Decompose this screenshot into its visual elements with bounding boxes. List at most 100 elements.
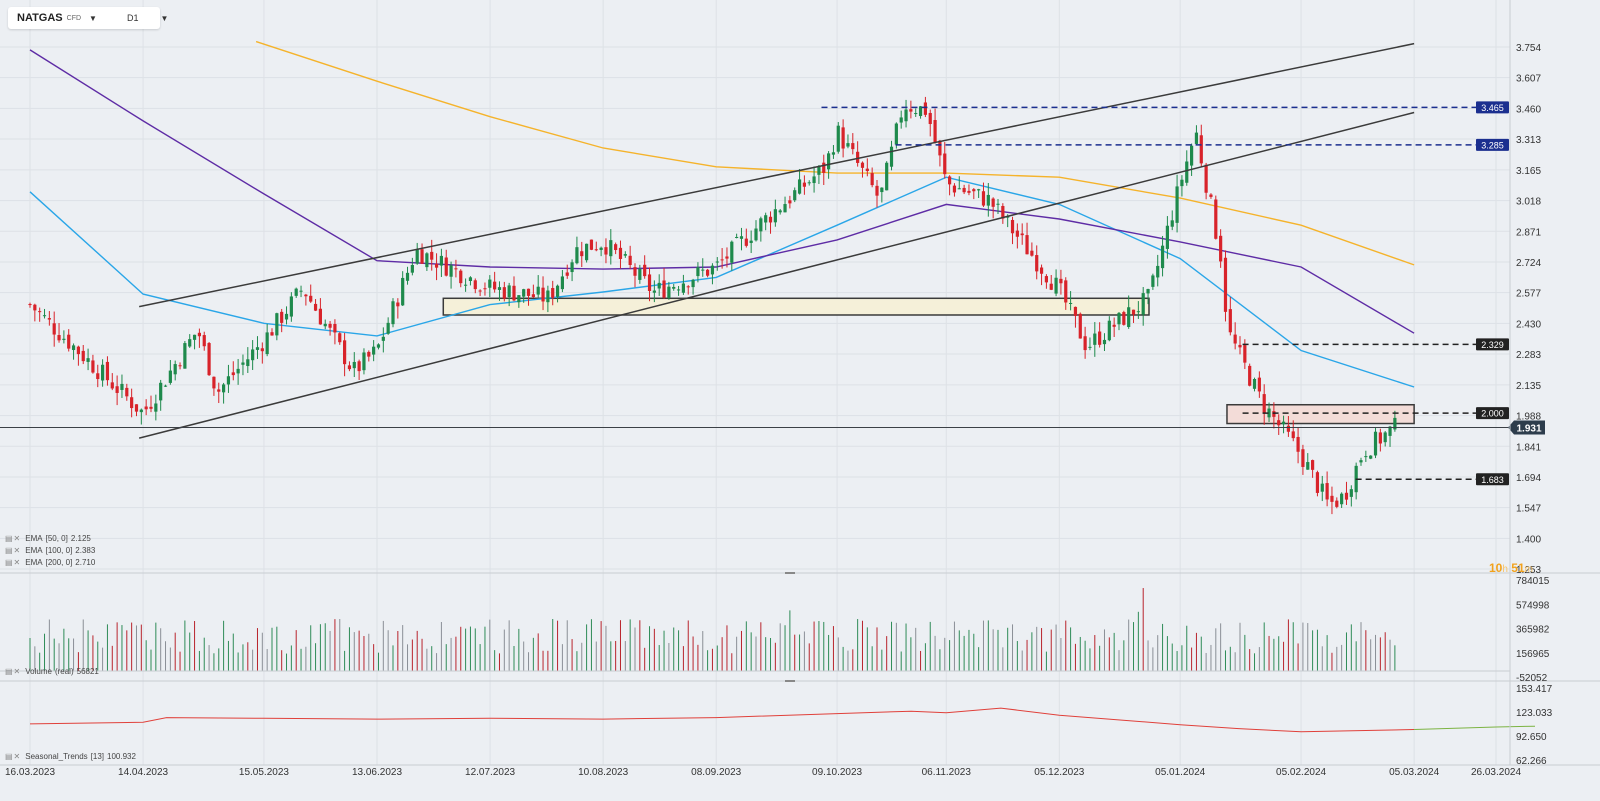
legend-volume: ▤✕ Volume (real) 56821 xyxy=(5,667,99,676)
y-tick-label: 1.694 xyxy=(1516,473,1541,484)
candle-bear xyxy=(338,333,342,343)
current-price-tag xyxy=(1508,420,1545,435)
seasonal-line xyxy=(29,707,1536,733)
candle-bear xyxy=(923,102,927,115)
candle-bull xyxy=(1320,483,1324,492)
legend-ema100-params: [100, 0] xyxy=(45,546,73,555)
candle-bear xyxy=(720,259,724,261)
seasonal-tick-label: 123.033 xyxy=(1516,708,1553,719)
candle-bear xyxy=(207,343,211,376)
candle-bear xyxy=(1233,334,1237,344)
seasonal-forecast-line xyxy=(1414,725,1536,730)
candle-bear xyxy=(76,346,80,355)
candle-bear xyxy=(1272,411,1276,417)
symbol-dropdown-icon[interactable]: ▼ xyxy=(89,13,97,23)
y-tick-label: 3.460 xyxy=(1516,104,1541,115)
candle-bull xyxy=(241,362,245,365)
price-level-tag xyxy=(1476,473,1509,486)
candle-bear xyxy=(130,397,134,409)
candle-bull xyxy=(517,295,521,303)
candle-bull xyxy=(1093,333,1097,345)
candles xyxy=(28,96,1397,515)
candle-bear xyxy=(948,176,952,185)
candle-bull xyxy=(560,276,564,290)
candle-bear xyxy=(57,335,61,341)
candle-bear xyxy=(178,365,182,367)
candle-bear xyxy=(933,120,937,143)
candle-bull xyxy=(899,117,903,123)
candle-bull xyxy=(255,347,260,350)
timeframe-select[interactable]: D1 xyxy=(126,13,139,23)
countdown-h-unit: h xyxy=(1502,564,1508,575)
volume-tick-label: 365982 xyxy=(1516,624,1550,635)
legend-settings-icon[interactable]: ▤✕ xyxy=(5,558,22,567)
candle-bull xyxy=(139,409,143,413)
candle-bear xyxy=(454,268,458,270)
candle-bull xyxy=(507,285,511,297)
candle-bear xyxy=(38,311,42,313)
price-level-tag xyxy=(1476,407,1509,420)
legend-settings-icon[interactable]: ▤✕ xyxy=(5,534,22,543)
candle-bull xyxy=(889,146,894,167)
candle-bear xyxy=(972,189,976,192)
candle-bull xyxy=(1180,179,1184,187)
candle-bear xyxy=(875,185,879,196)
price-level-value: 3.285 xyxy=(1481,140,1504,150)
candle-bear xyxy=(526,288,531,296)
legend-seasonal-value: 100.932 xyxy=(107,752,136,761)
legend-settings-icon[interactable]: ▤✕ xyxy=(5,546,22,555)
legend-settings-icon[interactable]: ▤✕ xyxy=(5,752,22,761)
candle-bear xyxy=(856,151,860,163)
candle-bear xyxy=(33,304,37,311)
candle-bull xyxy=(986,194,990,206)
candle-bull xyxy=(391,301,395,325)
candle-bull xyxy=(251,349,255,361)
candle-bull xyxy=(1369,455,1373,459)
candle-bear xyxy=(367,351,371,357)
candle-bull xyxy=(222,384,226,393)
candle-bear xyxy=(1209,194,1213,197)
legend-settings-icon[interactable]: ▤✕ xyxy=(5,667,22,676)
candle-bear xyxy=(328,323,332,328)
candle-bear xyxy=(115,386,119,393)
candle-bull xyxy=(183,343,187,369)
candle-bull xyxy=(1190,145,1194,166)
volume-tick-label: -52052 xyxy=(1516,673,1548,684)
candle-bear xyxy=(96,373,100,380)
timeframe-dropdown-icon[interactable]: ▼ xyxy=(160,13,169,23)
candle-bull xyxy=(1156,265,1160,278)
x-tick-label: 14.04.2023 xyxy=(118,767,168,778)
candle-bull xyxy=(1393,417,1397,430)
candle-bear xyxy=(662,280,666,298)
price-level-tag xyxy=(1476,338,1509,351)
candle-bear xyxy=(512,285,516,301)
candle-bear xyxy=(202,335,206,347)
candle-bear xyxy=(149,406,153,409)
y-tick-label: 3.607 xyxy=(1516,74,1541,85)
candle-bear xyxy=(551,288,555,298)
candle-bull xyxy=(715,261,719,263)
candle-bull xyxy=(410,264,414,273)
candle-bull xyxy=(696,267,700,277)
y-tick-label: 1.988 xyxy=(1516,412,1541,423)
price-level-value: 2.329 xyxy=(1481,340,1504,350)
candle-bear xyxy=(1219,235,1223,262)
legend-ema200-label: EMA xyxy=(25,558,43,567)
candle-bull xyxy=(226,376,231,385)
candle-bear xyxy=(357,361,361,372)
candle-bull xyxy=(1165,225,1169,249)
y-tick-label: 3.754 xyxy=(1516,43,1541,54)
candle-bull xyxy=(638,268,642,280)
candle-bull xyxy=(1127,307,1131,327)
candle-bear xyxy=(91,360,95,373)
candle-bear xyxy=(614,244,618,251)
candle-bull xyxy=(759,218,763,232)
candle-bull xyxy=(1359,460,1363,463)
candle-bull xyxy=(735,236,739,238)
candle-bear xyxy=(1083,336,1087,351)
candle-bear xyxy=(802,182,806,187)
candle-bear xyxy=(938,140,942,156)
candle-bear xyxy=(706,269,710,276)
symbol-name[interactable]: NATGAS xyxy=(17,12,63,24)
